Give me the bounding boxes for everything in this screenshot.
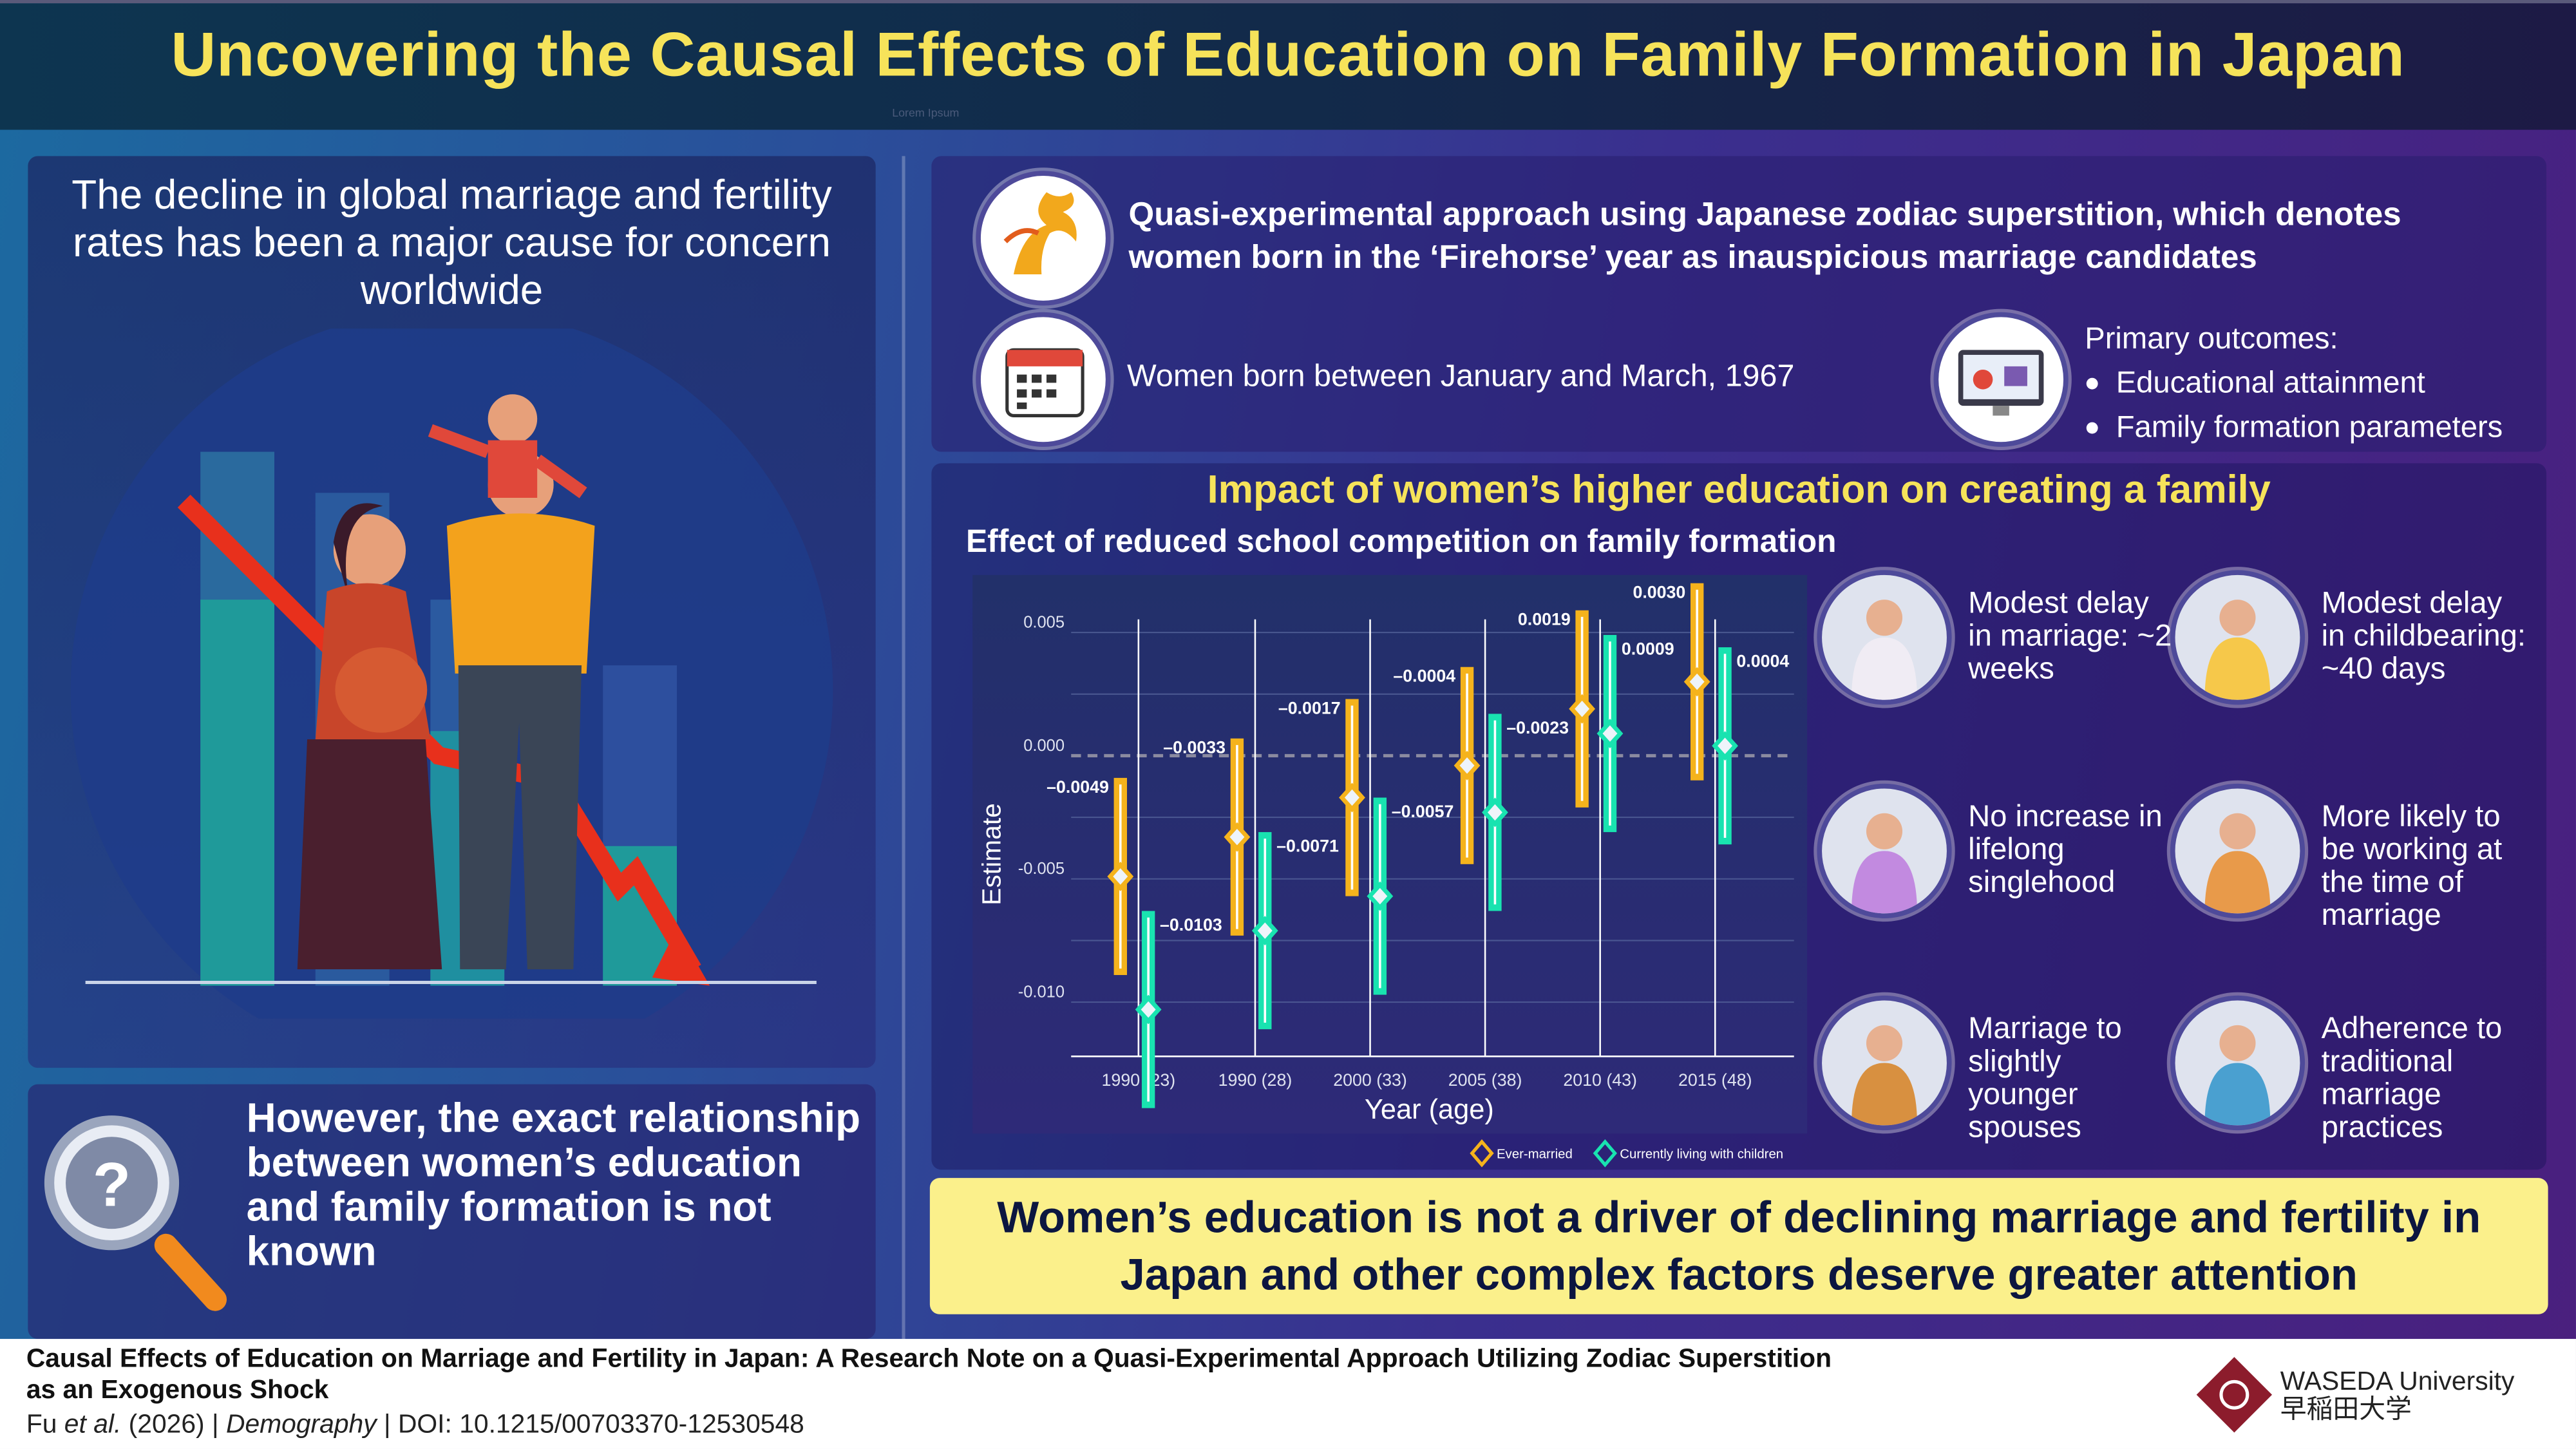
x-tick-label: 2015 (48) — [1678, 1070, 1752, 1090]
point-marker-inner — [1602, 725, 1618, 742]
finding-text: No increase in lifelong singlehood — [1968, 798, 2163, 899]
journal: Demography — [225, 1411, 377, 1439]
research-gap-text: However, the exact relationship between … — [246, 1095, 861, 1275]
y-tick-label: 0.005 — [1023, 613, 1065, 631]
y-tick-label: -0.010 — [1018, 983, 1065, 1001]
title-bar — [0, 0, 2576, 130]
sample-text: Women born between January and March, 19… — [1126, 359, 1795, 395]
calendar-icon — [976, 312, 1111, 447]
y-tick-label: -0.005 — [1018, 860, 1065, 878]
divider — [902, 156, 905, 1340]
point-marker-inner — [1141, 1001, 1156, 1018]
data-label: 0.0009 — [1622, 639, 1674, 659]
point-marker-inner — [1372, 887, 1388, 905]
page-title: Uncovering the Causal Effects of Educati… — [171, 21, 2405, 91]
paper-title: Causal Effects of Education on Marriage … — [26, 1345, 1832, 1405]
data-label: –0.0103 — [1160, 915, 1222, 934]
legend-marker — [1593, 1139, 1617, 1168]
x-tick-label: 1990 (23) — [1102, 1070, 1176, 1090]
couple-icon — [1817, 995, 1952, 1131]
legend-label: Ever-married — [1497, 1147, 1573, 1161]
y-tick-label: 0.000 — [1023, 737, 1065, 755]
x-tick-label: 2000 (33) — [1333, 1070, 1407, 1090]
point-marker-inner — [1718, 737, 1733, 754]
approach-text: Quasi-experimental approach using Japane… — [1128, 197, 2401, 276]
doi-link[interactable]: | DOI: 10.1215/00703370-12530548 — [384, 1411, 804, 1439]
finding-text: Adherence to traditional marriage practi… — [2321, 1010, 2503, 1144]
data-label: 0.0030 — [1633, 583, 1685, 602]
single-person-icon — [1817, 783, 1952, 919]
finding-text: Modest delay in childbearing: ~40 days — [2321, 585, 2526, 685]
point-marker-inner — [1575, 701, 1590, 717]
point-marker-inner — [1344, 789, 1359, 806]
point-marker-inner — [1459, 757, 1475, 774]
results-subheading: Effect of reduced school competition on … — [965, 524, 1837, 560]
x-tick-label: 1990 (28) — [1218, 1070, 1293, 1090]
outcome-item: Family formation parameters — [2085, 404, 2503, 449]
x-axis-title: Year (age) — [1365, 1094, 1494, 1125]
data-label: –0.0049 — [1046, 777, 1109, 797]
monitor-chart-icon — [1933, 312, 2069, 447]
data-label: 0.0019 — [1518, 610, 1571, 629]
x-tick-label: 2005 (38) — [1448, 1070, 1522, 1090]
data-label: –0.0017 — [1278, 698, 1341, 717]
plot-background — [972, 574, 1808, 1134]
authors: Fu — [26, 1411, 57, 1439]
outcomes-title: Primary outcomes: — [2085, 320, 2338, 355]
context-text: The decline in global marriage and ferti… — [71, 172, 832, 314]
kimono-couple-icon — [2170, 995, 2306, 1131]
citation: Fu et al. (2026) | Demography | DOI: 10.… — [26, 1411, 804, 1441]
data-label: –0.0071 — [1276, 837, 1339, 856]
finding-text: More likely to be working at the time of… — [2321, 798, 2503, 932]
point-marker-inner — [1257, 922, 1273, 939]
wedding-couple-icon — [1817, 570, 1952, 705]
waseda-logo — [2196, 1357, 2273, 1433]
university-en: WASEDA University — [2280, 1368, 2515, 1397]
estimate-chart: 0.005 0.000 -0.005 -0.010 1990 (23) 1990 (28)… — [977, 583, 1794, 1168]
point-marker-inner — [1229, 828, 1245, 846]
conclusion-banner: Women’s education is not a driver of dec… — [929, 1178, 2548, 1314]
working-women-icon — [2170, 783, 2306, 919]
method-panel — [931, 156, 2547, 452]
university-name: WASEDA University 早稲田大学 — [2280, 1368, 2515, 1425]
pregnant-woman-icon — [2170, 570, 2306, 705]
footer — [0, 1339, 2576, 1449]
year: (2026) | — [128, 1411, 219, 1439]
data-label: –0.0057 — [1392, 802, 1454, 821]
svg-text:?: ? — [93, 1149, 131, 1219]
finding-text: Modest delay in marriage: ~2 weeks — [1968, 585, 2172, 685]
legend-marker — [1470, 1139, 1494, 1168]
y-axis-title: Estimate — [977, 803, 1007, 905]
data-label: 0.0004 — [1736, 652, 1789, 671]
et-al: et al. — [64, 1411, 122, 1439]
data-label: –0.0023 — [1506, 718, 1569, 737]
data-label: –0.0033 — [1163, 738, 1226, 757]
firehorse-icon — [976, 171, 1111, 306]
watermark-text: Lorem Ipsum — [892, 108, 960, 120]
question-magnifier-icon: ? — [44, 1115, 227, 1311]
family-decline-illustration — [70, 328, 833, 1019]
results-heading: Impact of women’s higher education on cr… — [1207, 468, 2271, 513]
primary-outcomes: Primary outcomes: Educational attainment… — [2085, 316, 2503, 449]
legend-label: Currently living with children — [1620, 1147, 1783, 1161]
outcome-item: Educational attainment — [2085, 360, 2503, 404]
data-label: –0.0004 — [1393, 667, 1455, 686]
university-jp: 早稲田大学 — [2280, 1396, 2412, 1425]
finding-text: Marriage to slightly younger spouses — [1968, 1010, 2122, 1144]
point-marker-inner — [1689, 673, 1705, 690]
x-tick-label: 2010 (43) — [1563, 1070, 1637, 1090]
